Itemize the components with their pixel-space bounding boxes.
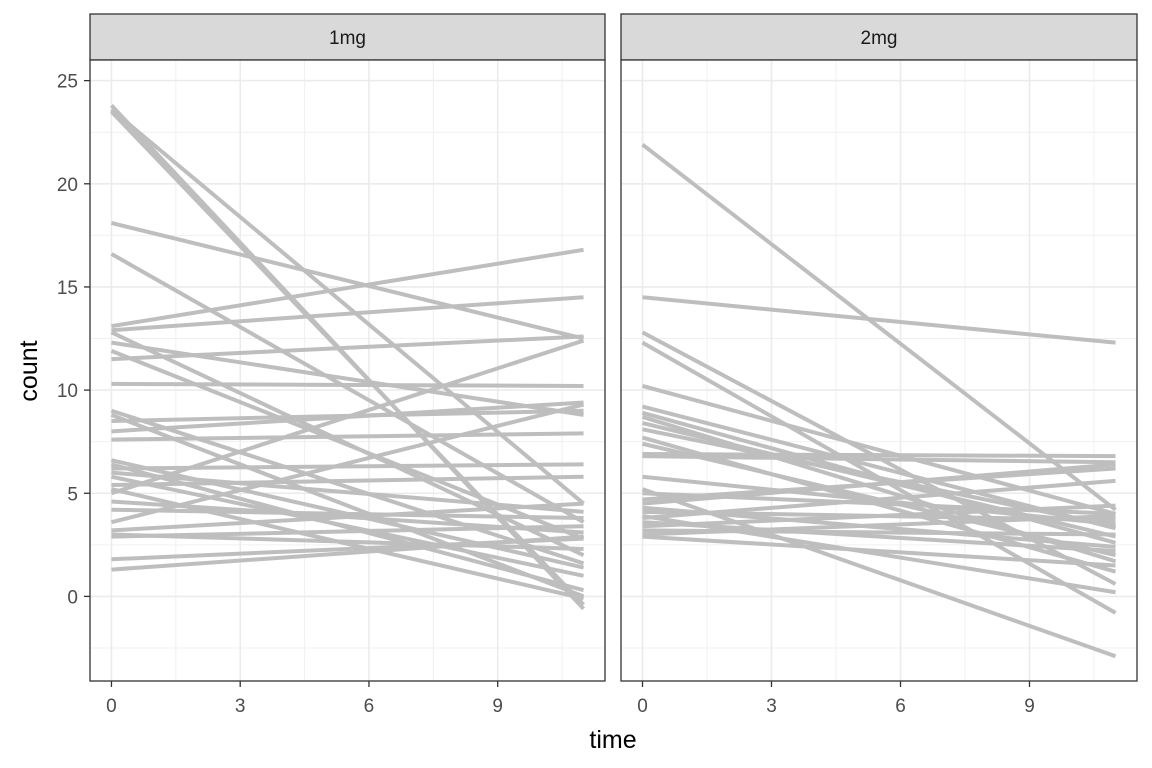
subject-line-13 — [110, 408, 585, 566]
y-axis-title: count — [15, 340, 43, 401]
panel-1mg: 1mg — [89, 13, 606, 682]
panels-layer: 1mg 2mg — [89, 13, 1138, 682]
x-axis-1mg: 0 3 6 9 — [106, 681, 503, 717]
panel-2mg: 2mg — [620, 13, 1138, 682]
subject-line-14 — [642, 454, 1116, 465]
subject-line-5 — [641, 384, 1117, 516]
series-lines — [109, 104, 586, 611]
subject-line-27 — [642, 513, 1116, 537]
x-axis-2mg: 0 3 6 9 — [637, 681, 1035, 717]
gridlines — [90, 60, 605, 681]
subject-line-13 — [642, 452, 1116, 459]
subject-line-23 — [642, 478, 1116, 521]
subject-line-17 — [111, 431, 584, 442]
x-tick-label: 3 — [235, 696, 246, 717]
facet-strip-label: 2mg — [861, 28, 898, 49]
plot-background — [90, 60, 605, 681]
facet-strip-label: 1mg — [329, 28, 366, 49]
subject-line-25 — [110, 338, 585, 496]
subject-line-31 — [111, 524, 584, 539]
x-tick-label: 3 — [766, 696, 777, 717]
y-tick-label: 20 — [57, 175, 78, 196]
x-tick-label: 6 — [364, 696, 375, 717]
subject-line-22 — [111, 474, 584, 578]
plot-background — [621, 60, 1137, 681]
subject-line-28 — [110, 402, 585, 525]
facet-strip — [620, 13, 1138, 61]
subject-line-25 — [642, 503, 1116, 529]
subject-line-28 — [642, 534, 1116, 568]
x-axes: 0 3 6 9 0 3 6 9 — [106, 681, 1035, 717]
subject-line-12 — [111, 381, 584, 388]
subject-line-11 — [111, 334, 584, 362]
series-lines — [641, 143, 1117, 659]
subject-line-4 — [110, 221, 585, 341]
x-tick-label: 0 — [637, 696, 648, 717]
y-tick-label: 25 — [57, 72, 78, 93]
subject-line-24 — [642, 520, 1116, 554]
panel-border — [620, 59, 1138, 682]
subject-line-6 — [111, 247, 584, 329]
subject-line-2 — [110, 110, 585, 607]
subject-line-33 — [111, 534, 584, 572]
x-tick-label: 0 — [106, 696, 117, 717]
panel-border — [89, 59, 606, 682]
subject-line-2 — [642, 295, 1116, 345]
facet-strip — [89, 13, 606, 61]
y-tick-label: 5 — [67, 484, 78, 505]
x-axis-title: time — [589, 726, 636, 754]
subject-line-1 — [641, 143, 1117, 512]
subject-line-14 — [110, 412, 585, 599]
subject-line-30 — [111, 532, 584, 551]
subject-line-27 — [111, 507, 584, 521]
subject-line-21 — [111, 470, 584, 514]
x-tick-label: 9 — [1024, 696, 1035, 717]
subject-line-23 — [111, 474, 584, 488]
subject-line-3 — [110, 107, 585, 506]
subject-line-7 — [111, 295, 584, 333]
x-tick-label: 9 — [492, 696, 503, 717]
y-tick-label: 0 — [67, 587, 78, 608]
x-tick-label: 6 — [895, 696, 906, 717]
y-tick-label: 10 — [57, 381, 78, 402]
y-axis: 0 5 10 15 20 25 — [57, 72, 90, 608]
subject-line-29 — [111, 501, 584, 533]
subject-line-19 — [642, 462, 1116, 506]
y-tick-label: 15 — [57, 278, 78, 299]
subject-line-16 — [641, 487, 1117, 659]
